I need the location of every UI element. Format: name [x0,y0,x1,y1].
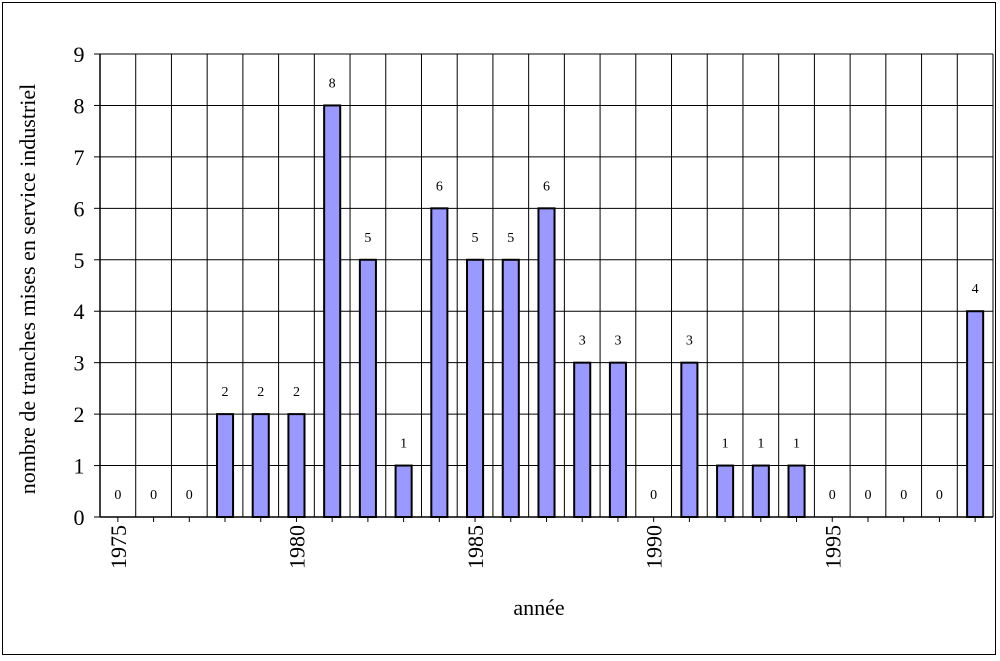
bar-1999 [966,310,985,518]
data-label-1987: 6 [543,179,550,194]
y-tick-label: 7 [74,145,85,170]
y-tick-labels: 0 1 2 3 4 5 6 7 8 9 [74,42,85,530]
bar-1983 [394,464,413,518]
bar-1988 [573,361,592,518]
data-label-1999: 4 [972,282,979,297]
data-label-1978: 2 [222,385,229,400]
y-tick-label: 9 [74,42,85,67]
bar-1979 [251,413,270,518]
bar-chart: 0 0 0 2 2 2 8 5 1 6 5 5 6 3 3 0 3 1 1 1 0 0 0 0 4 0 1 2 3 4 5 6 7 8 9 197… [15,42,994,620]
data-label-1975: 0 [114,488,121,503]
data-label-1993: 1 [757,437,764,452]
data-label-1985: 5 [472,231,479,246]
data-label-1992: 1 [722,437,729,452]
data-label-1976: 0 [150,488,157,503]
y-tick-label: 1 [74,454,85,479]
bar-1987 [537,207,556,518]
y-tick-label: 6 [74,196,85,221]
y-tick-label: 0 [74,505,85,530]
data-label-1980: 2 [293,385,300,400]
bar-1981 [323,104,342,518]
data-label-1989: 3 [614,334,621,349]
y-tick-label: 4 [74,299,85,324]
bar-1978 [215,413,235,518]
data-label-1998: 0 [936,488,943,503]
y-tick-label: 2 [74,402,85,427]
data-label-1995: 0 [829,488,836,503]
bar-1980 [287,413,306,518]
y-tick-label: 8 [74,93,85,118]
data-label-1997: 0 [900,488,907,503]
bar-1986 [501,258,520,518]
y-tick-label: 3 [74,351,85,376]
data-label-1991: 3 [686,334,693,349]
data-label-1979: 2 [257,385,264,400]
bar-1993 [751,464,770,518]
bar-1994 [787,464,806,518]
gridlines [99,53,994,518]
x-tick-label-1995: 1995 [820,525,845,569]
data-label-1981: 8 [329,76,336,91]
bar-1985 [466,258,485,518]
x-tick-label-1985: 1985 [463,525,488,569]
x-tick-label-1990: 1990 [642,525,667,569]
bar-1992 [716,464,735,518]
data-label-1984: 6 [436,179,443,194]
data-label-1983: 1 [400,437,407,452]
bar-1991 [680,361,699,518]
axes [94,53,993,522]
data-label-1990: 0 [650,488,657,503]
y-tick-label: 5 [74,248,85,273]
x-tick-labels: 1975 1980 1985 1990 1995 [106,525,845,569]
data-label-1994: 1 [793,437,800,452]
x-tick-label-1975: 1975 [106,525,131,569]
data-label-1996: 0 [864,488,871,503]
x-axis-title: année [513,595,564,620]
bar-data-labels: 0 0 0 2 2 2 8 5 1 6 5 5 6 3 3 0 3 1 1 1 0 0 0 0 4 [114,76,978,503]
data-label-1988: 3 [579,334,586,349]
bar-1989 [608,361,627,518]
bar-1982 [358,258,377,518]
bar-1984 [430,207,449,518]
y-axis-title: nombre de tranches mises en service indu… [15,84,40,495]
data-label-1977: 0 [186,488,193,503]
x-tick-label-1980: 1980 [284,525,309,569]
data-label-1982: 5 [364,231,371,246]
data-label-1986: 5 [507,231,514,246]
